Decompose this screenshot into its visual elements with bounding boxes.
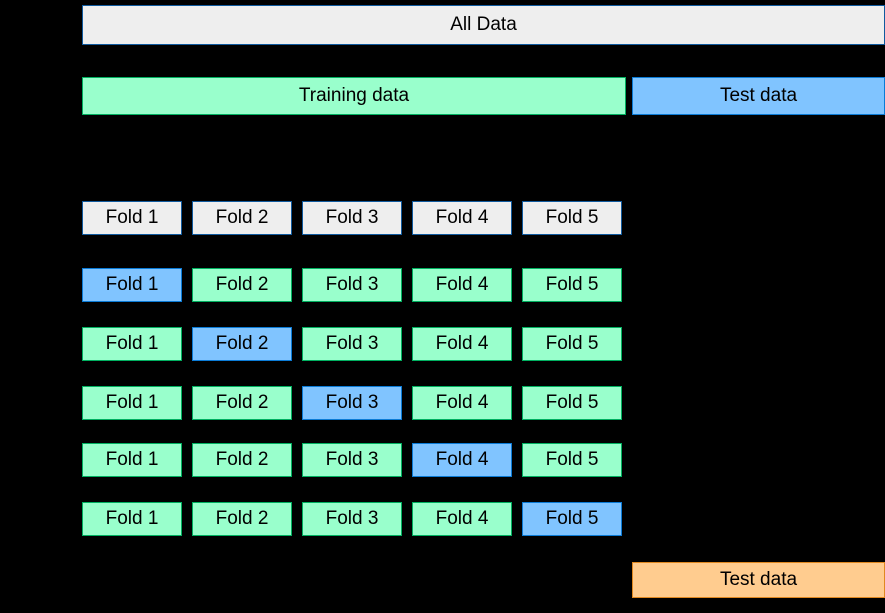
fold-label: Fold 1 bbox=[106, 207, 159, 229]
fold-cell: Fold 2 bbox=[192, 386, 292, 420]
fold-label: Fold 3 bbox=[326, 392, 379, 414]
fold-label: Fold 5 bbox=[546, 449, 599, 471]
fold-label: Fold 4 bbox=[436, 392, 489, 414]
fold-label: Fold 5 bbox=[546, 508, 599, 530]
all-data-label: All Data bbox=[450, 14, 517, 36]
test-data-bar: Test data bbox=[632, 77, 885, 115]
fold-label: Fold 2 bbox=[216, 392, 269, 414]
fold-cell: Fold 3 bbox=[302, 443, 402, 477]
fold-cell: Fold 3 bbox=[302, 386, 402, 420]
fold-label: Fold 2 bbox=[216, 508, 269, 530]
fold-label: Fold 1 bbox=[106, 333, 159, 355]
fold-cell: Fold 2 bbox=[192, 443, 292, 477]
fold-cell: Fold 1 bbox=[82, 386, 182, 420]
test-data-label: Test data bbox=[720, 85, 797, 107]
fold-label: Fold 2 bbox=[216, 449, 269, 471]
fold-cell: Fold 2 bbox=[192, 268, 292, 302]
fold-label: Fold 2 bbox=[216, 274, 269, 296]
fold-label: Fold 3 bbox=[326, 449, 379, 471]
fold-cell: Fold 2 bbox=[192, 502, 292, 536]
fold-header-cell: Fold 3 bbox=[302, 201, 402, 235]
fold-cell: Fold 4 bbox=[412, 386, 512, 420]
fold-cell: Fold 3 bbox=[302, 327, 402, 361]
fold-label: Fold 2 bbox=[216, 333, 269, 355]
fold-cell: Fold 4 bbox=[412, 443, 512, 477]
fold-cell: Fold 3 bbox=[302, 502, 402, 536]
fold-label: Fold 1 bbox=[106, 392, 159, 414]
fold-label: Fold 4 bbox=[436, 449, 489, 471]
fold-cell: Fold 4 bbox=[412, 327, 512, 361]
fold-cell: Fold 5 bbox=[522, 268, 622, 302]
fold-label: Fold 4 bbox=[436, 333, 489, 355]
fold-cell: Fold 1 bbox=[82, 268, 182, 302]
fold-cell: Fold 1 bbox=[82, 443, 182, 477]
fold-label: Fold 1 bbox=[106, 508, 159, 530]
fold-label: Fold 4 bbox=[436, 274, 489, 296]
all-data-bar: All Data bbox=[82, 5, 885, 45]
fold-cell: Fold 4 bbox=[412, 268, 512, 302]
fold-label: Fold 4 bbox=[436, 508, 489, 530]
fold-label: Fold 2 bbox=[216, 207, 269, 229]
training-data-bar: Training data bbox=[82, 77, 626, 115]
fold-cell: Fold 5 bbox=[522, 327, 622, 361]
fold-cell: Fold 4 bbox=[412, 502, 512, 536]
fold-label: Fold 5 bbox=[546, 274, 599, 296]
final-test-data-label: Test data bbox=[720, 569, 797, 591]
fold-header-cell: Fold 2 bbox=[192, 201, 292, 235]
fold-header-cell: Fold 1 bbox=[82, 201, 182, 235]
final-test-data-bar: Test data bbox=[632, 562, 885, 598]
fold-cell: Fold 5 bbox=[522, 502, 622, 536]
fold-label: Fold 3 bbox=[326, 207, 379, 229]
fold-label: Fold 5 bbox=[546, 207, 599, 229]
fold-cell: Fold 3 bbox=[302, 268, 402, 302]
fold-label: Fold 3 bbox=[326, 508, 379, 530]
fold-label: Fold 5 bbox=[546, 333, 599, 355]
fold-label: Fold 4 bbox=[436, 207, 489, 229]
fold-cell: Fold 5 bbox=[522, 386, 622, 420]
fold-cell: Fold 2 bbox=[192, 327, 292, 361]
fold-header-cell: Fold 5 bbox=[522, 201, 622, 235]
fold-label: Fold 1 bbox=[106, 274, 159, 296]
fold-header-cell: Fold 4 bbox=[412, 201, 512, 235]
fold-label: Fold 5 bbox=[546, 392, 599, 414]
fold-cell: Fold 1 bbox=[82, 327, 182, 361]
fold-label: Fold 3 bbox=[326, 333, 379, 355]
fold-label: Fold 3 bbox=[326, 274, 379, 296]
training-data-label: Training data bbox=[299, 85, 409, 107]
fold-cell: Fold 1 bbox=[82, 502, 182, 536]
fold-cell: Fold 5 bbox=[522, 443, 622, 477]
fold-label: Fold 1 bbox=[106, 449, 159, 471]
